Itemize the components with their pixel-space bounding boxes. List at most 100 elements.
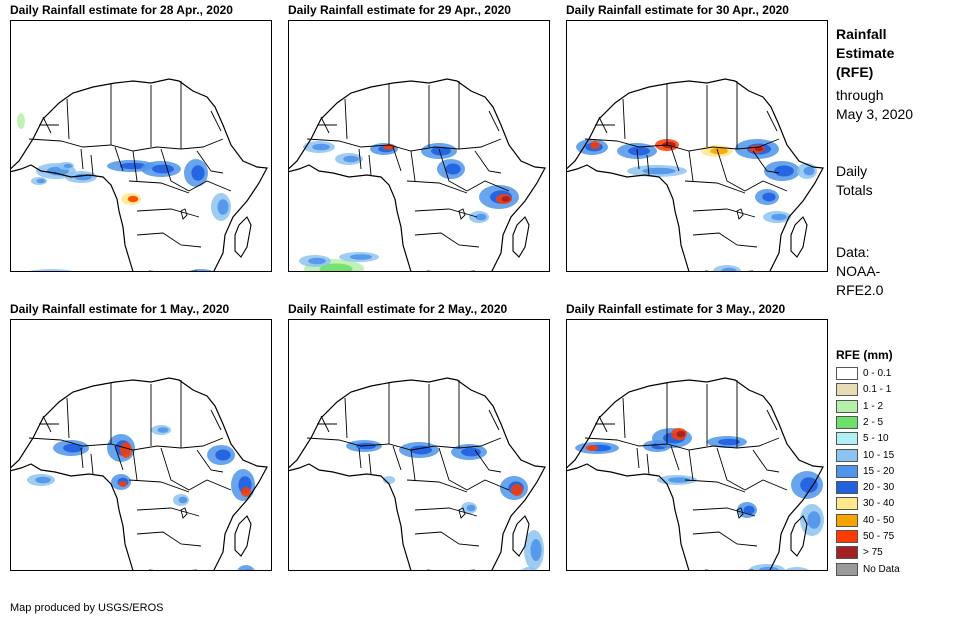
map-frame: [288, 20, 550, 272]
country-border: [358, 447, 362, 469]
country-border: [80, 447, 84, 469]
map-frame: [10, 20, 272, 272]
country-border: [744, 180, 788, 192]
rain-area: [784, 567, 810, 570]
country-border: [132, 150, 138, 182]
country-border: [406, 479, 468, 493]
panel-title: Daily Rainfall estimate for 3 May., 2020: [566, 302, 786, 316]
country-border: [196, 449, 224, 473]
country-border: [744, 479, 788, 491]
country-border: [414, 531, 480, 547]
country-border: [392, 445, 402, 471]
legend-label: 30 - 40: [863, 498, 895, 510]
country-border: [406, 180, 468, 194]
legend-label: 0 - 0.1: [863, 368, 892, 379]
country-border: [114, 146, 124, 172]
coastline: [11, 78, 268, 271]
rain-area: [521, 567, 537, 570]
rainfall-layer: [27, 425, 255, 570]
legend-label: 0.1 - 1: [863, 384, 892, 396]
rain-core: [308, 257, 326, 265]
country-border: [358, 148, 362, 170]
madagascar-outline: [790, 216, 808, 258]
rain-core: [217, 199, 229, 215]
legend-swatch: [836, 448, 858, 462]
panel-title: Daily Rainfall estimate for 28 Apr., 202…: [10, 3, 233, 17]
rain-core: [721, 267, 737, 271]
rain-core: [191, 165, 205, 181]
rain-core: [743, 505, 755, 515]
legend-swatch: [836, 383, 858, 397]
country-border: [474, 449, 502, 473]
rain-core: [668, 477, 690, 483]
legend-swatch: [836, 497, 858, 511]
country-border: [210, 110, 222, 132]
country-border: [488, 110, 500, 132]
country-border: [716, 148, 746, 192]
rain-core: [178, 496, 188, 504]
panel-title: Daily Rainfall estimate for 1 May., 2020: [10, 302, 230, 316]
lake-outline: [458, 507, 466, 519]
rain-core: [119, 162, 147, 170]
rain-core: [475, 213, 487, 221]
country-border: [128, 479, 190, 493]
country-border: [368, 453, 372, 475]
coastline: [11, 377, 268, 570]
country-border: [670, 146, 680, 172]
product-title: Rainfall Estimate (RFE): [836, 26, 895, 80]
country-border: [368, 154, 372, 176]
country-border: [320, 116, 330, 134]
country-border: [42, 116, 52, 134]
africa-map: [11, 78, 268, 271]
rain-core: [803, 166, 815, 176]
country-border: [128, 180, 190, 194]
rain-area: [189, 269, 213, 271]
country-border: [80, 148, 84, 170]
legend-label: 50 - 75: [863, 531, 895, 542]
rain-area: [237, 565, 255, 570]
country-border: [160, 148, 190, 192]
rain-core: [676, 430, 686, 438]
lake-outline: [458, 208, 466, 220]
panel-title: Daily Rainfall estimate for 30 Apr., 202…: [566, 3, 789, 17]
country-border: [752, 150, 780, 174]
country-border: [752, 449, 780, 473]
country-border: [210, 409, 222, 431]
legend-label: 2 - 5: [863, 416, 884, 428]
rain-core: [461, 447, 481, 457]
map-panel-2-may: Daily Rainfall estimate for 2 May., 2020: [288, 302, 550, 571]
country-border: [344, 98, 348, 140]
through-date: through May 3, 2020: [836, 87, 914, 122]
country-border: [474, 150, 502, 174]
rain-core: [807, 511, 821, 529]
coastline: [289, 377, 546, 570]
country-border: [188, 479, 232, 491]
country-border: [414, 208, 478, 218]
map-panel-1-may: Daily Rainfall estimate for 1 May., 2020: [10, 302, 272, 571]
rain-area: [241, 487, 251, 497]
rain-core: [530, 539, 542, 561]
rain-area: [29, 269, 73, 271]
country-border: [636, 148, 640, 170]
legend-swatch: [836, 415, 858, 429]
map-frame: [566, 20, 828, 272]
africa-map: [11, 377, 268, 570]
legend-swatch: [836, 513, 858, 527]
legend-label: 10 - 15: [863, 449, 895, 461]
rainfall-layer: [299, 141, 519, 271]
rain-core: [152, 164, 174, 174]
map-panel-28-apr: Daily Rainfall estimate for 28 Apr., 202…: [10, 3, 272, 272]
country-border: [622, 397, 626, 439]
legend-title: RFE (mm): [836, 348, 893, 362]
rain-core: [36, 178, 46, 184]
madagascar-outline: [234, 515, 252, 557]
panel-title: Daily Rainfall estimate for 29 Apr., 202…: [288, 3, 511, 17]
country-border: [488, 409, 500, 431]
legend-swatch: [836, 399, 858, 413]
country-border: [466, 479, 510, 491]
legend-label: 1 - 2: [863, 400, 884, 412]
map-panel-3-may: Daily Rainfall estimate for 3 May., 2020: [566, 302, 828, 571]
country-border: [410, 449, 416, 481]
rain-core: [343, 155, 359, 163]
legend-label: No Data: [863, 563, 900, 575]
